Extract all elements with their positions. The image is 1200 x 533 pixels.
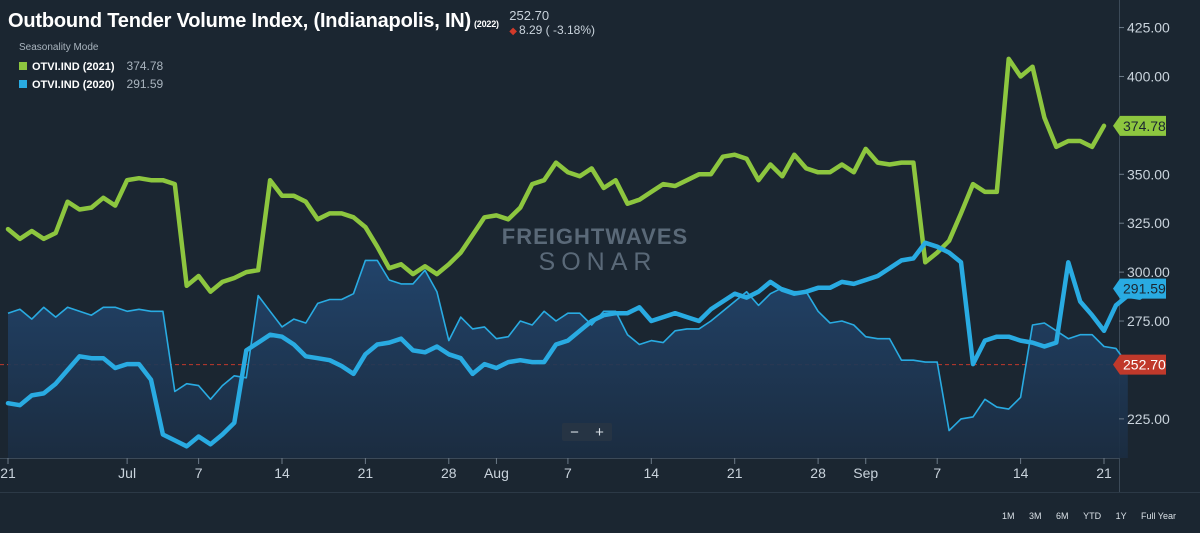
x-tick-label: 21	[1096, 465, 1112, 481]
tag-2021-label: 374.78	[1123, 118, 1166, 134]
y-tick-label: 225.00	[1127, 411, 1170, 427]
x-tick-label: 7	[564, 465, 572, 481]
header-change: ◆ 8.29 ( -3.18%)	[509, 23, 595, 39]
range-1m-button[interactable]: 1M	[1001, 511, 1015, 521]
value-tags: 374.78 291.59 252.70	[1113, 115, 1166, 375]
x-tick-label: 14	[1013, 465, 1029, 481]
legend-value: 291.59	[126, 77, 164, 91]
range-ytd-button[interactable]: YTD	[1083, 511, 1102, 521]
y-axis: 225.00 275.00 300.00 325.00 350.00 400.00 425.…	[1119, 20, 1170, 427]
x-tick-label: 14	[644, 465, 660, 481]
legend-swatch-green	[19, 62, 27, 70]
watermark-line1: FREIGHTWAVES	[502, 224, 688, 249]
tag-2022-bg	[1113, 354, 1166, 375]
range-3m-button[interactable]: 3M	[1029, 511, 1042, 521]
y-tick-label: 325.00	[1127, 215, 1170, 231]
seasonality-mode-label: Seasonality Mode	[19, 42, 99, 53]
legend-swatch-blue	[19, 80, 27, 88]
title-text: Outbound Tender Volume Index, (Indianapo…	[8, 10, 471, 32]
zoom-control: − +	[562, 423, 612, 441]
tag-2021: 374.78	[1113, 115, 1166, 136]
chart-header: Outbound Tender Volume Index, (Indianapo…	[8, 9, 595, 39]
y-tick-label: 300.00	[1127, 264, 1170, 280]
x-tick-label: 7	[933, 465, 941, 481]
x-tick-label: 21	[727, 465, 743, 481]
y-tick-label: 275.00	[1127, 313, 1170, 329]
area-2022	[7, 259, 1129, 458]
legend-item-2021[interactable]: OTVI.IND (2021) 374.78	[19, 59, 163, 73]
x-tick-label: Jul	[118, 465, 136, 481]
tag-2020-bg	[1113, 278, 1166, 299]
tag-2021-bg	[1113, 115, 1166, 136]
x-tick-label: 14	[274, 465, 290, 481]
x-tick-label: Aug	[484, 465, 509, 481]
zoom-out-button[interactable]: −	[570, 423, 579, 441]
watermark: FREIGHTWAVES SONAR	[502, 224, 688, 276]
tag-2020: 291.59	[1113, 278, 1166, 299]
legend-label: OTVI.IND (2020)	[32, 79, 115, 91]
tag-2022-label: 252.70	[1123, 357, 1166, 373]
legend-value: 374.78	[126, 59, 164, 73]
x-tick-label: 21	[358, 465, 374, 481]
range-6m-button[interactable]: 6M	[1056, 511, 1069, 521]
y-tick-label: 425.00	[1127, 20, 1170, 36]
y-tick-label: 400.00	[1127, 68, 1170, 84]
title-year: (2022)	[474, 19, 499, 29]
range-1y-button[interactable]: 1Y	[1115, 511, 1127, 521]
range-full-year-button[interactable]: Full Year	[1140, 511, 1176, 521]
zoom-in-button[interactable]: +	[595, 423, 604, 441]
area-fill-2022	[8, 260, 1128, 458]
x-tick-label: 28	[810, 465, 826, 481]
range-selector: 1M 3M 6M YTD 1Y Full Year	[990, 511, 1176, 521]
chart-title: Outbound Tender Volume Index, (Indianapo…	[8, 10, 499, 33]
x-axis: 21 Jul 7 14 21 28 Aug 7 14 21 28 Sep 7 14 21	[0, 458, 1112, 481]
tag-2022: 252.70	[1113, 354, 1166, 375]
x-tick-label: 21	[0, 465, 16, 481]
x-tick-label: 7	[195, 465, 203, 481]
header-values: 252.70 ◆ 8.29 ( -3.18%)	[509, 9, 595, 39]
legend-label: OTVI.IND (2021)	[32, 61, 115, 73]
x-tick-label: Sep	[853, 465, 878, 481]
header-last-value: 252.70	[509, 8, 550, 23]
series-line-2020	[5, 240, 1154, 449]
y-tick-label: 350.00	[1127, 166, 1170, 182]
x-tick-label: 28	[441, 465, 457, 481]
series-group	[5, 56, 1154, 449]
legend-item-2020[interactable]: OTVI.IND (2020) 291.59	[19, 77, 163, 91]
watermark-line2: SONAR	[539, 248, 658, 276]
down-arrow-icon: ◆	[509, 26, 517, 37]
series-line-2022	[7, 259, 1129, 432]
tag-2020-label: 291.59	[1123, 281, 1166, 297]
series-line-2021	[5, 56, 1107, 294]
header-change-text: 8.29 ( -3.18%)	[518, 23, 596, 37]
